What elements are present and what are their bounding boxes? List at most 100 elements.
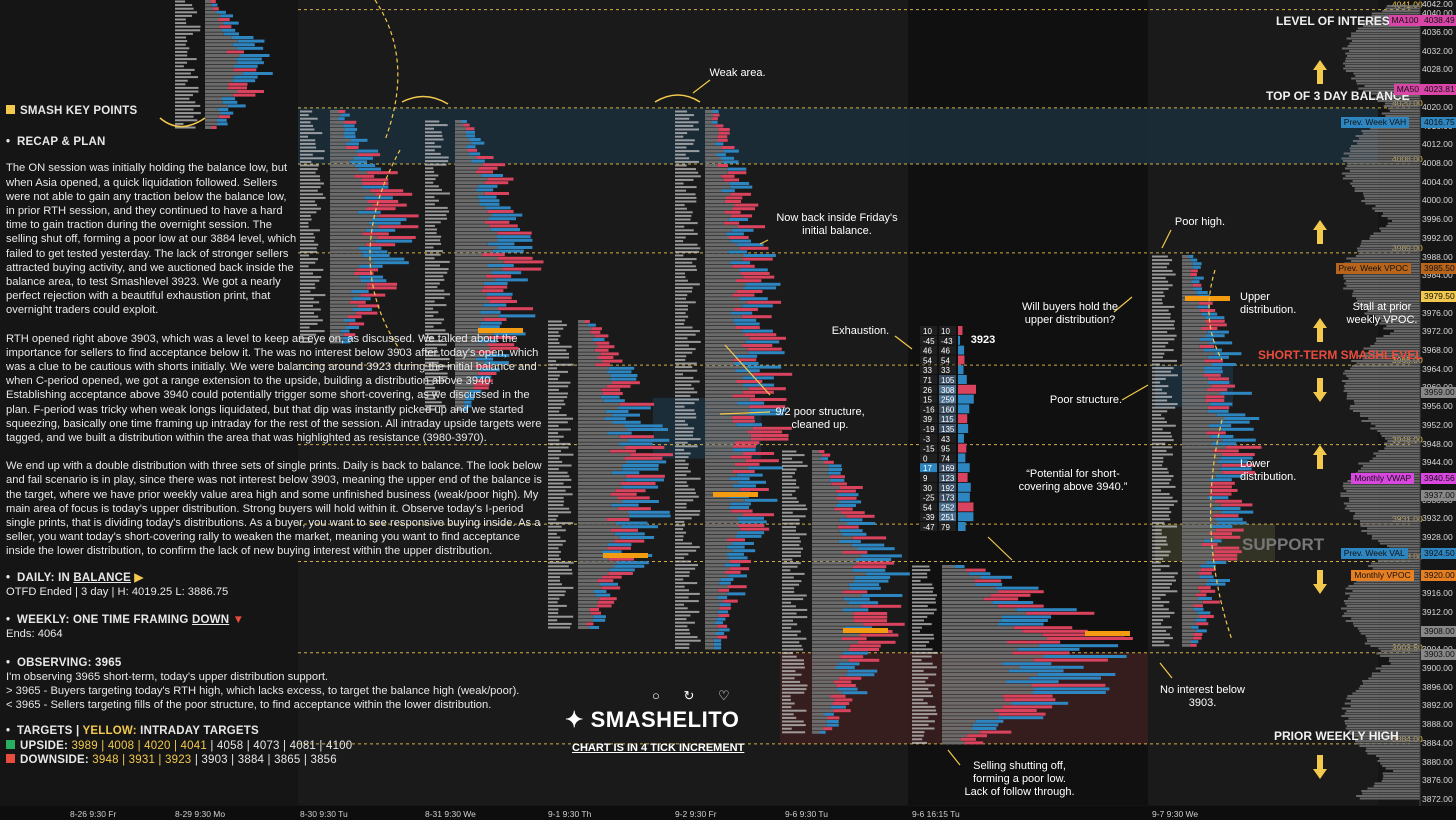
profile-91-volume xyxy=(609,449,636,453)
profile-91-letters xyxy=(548,388,559,391)
price-tick-label: 3872.00 xyxy=(1422,794,1453,804)
profile-831-volume xyxy=(471,159,485,163)
profile-97-volume xyxy=(1222,453,1255,456)
composite-volume xyxy=(1345,592,1420,595)
profile-92-letters xyxy=(675,585,685,588)
profile-overnight-letters xyxy=(912,727,935,730)
composite-volume xyxy=(1346,697,1420,700)
composite-volume xyxy=(1361,240,1420,242)
composite-volume xyxy=(1351,260,1420,262)
profile-97-letters xyxy=(1152,316,1171,319)
profile-91-volume xyxy=(595,363,611,367)
profile-830-volume xyxy=(378,214,419,218)
profile-97-volume xyxy=(1213,546,1240,550)
profile-overnight-tpo xyxy=(942,676,1030,680)
profile-831-volume xyxy=(485,274,512,278)
profile-92-letters xyxy=(675,441,688,444)
profile-92-letters xyxy=(675,632,691,635)
profile-831-letters xyxy=(425,242,442,245)
composite-volume xyxy=(1354,190,1420,192)
profile-826-letters xyxy=(175,54,188,57)
profile-91-tpo xyxy=(578,485,623,489)
profile-96-letters xyxy=(782,461,803,464)
profile-826-volume xyxy=(237,90,265,93)
profile-826-tpo xyxy=(205,100,223,104)
profile-96-tpo xyxy=(812,507,835,511)
profile-91-letters xyxy=(548,558,561,561)
profile-overnight-tpo xyxy=(942,683,1032,687)
profile-92-tpo xyxy=(705,401,738,405)
pointer-arrow xyxy=(692,79,711,94)
composite-volume xyxy=(1356,142,1420,145)
profile-96-letters xyxy=(782,673,802,676)
composite-volume xyxy=(1364,642,1420,645)
profile-96-tpo xyxy=(812,640,858,644)
ladder-right-value: 46 xyxy=(941,347,950,356)
profile-830-volume xyxy=(372,203,407,207)
profile-97-letters xyxy=(1152,338,1175,341)
price-tick-label: 3884.00 xyxy=(1422,737,1453,748)
profile-96-letters xyxy=(782,565,798,568)
profile-96-tpo xyxy=(812,486,840,489)
profile-92-tpo xyxy=(705,578,721,581)
profile-overnight-letters xyxy=(912,608,937,611)
ladder-volume-bar xyxy=(958,394,974,404)
down-arrow-icon xyxy=(1313,570,1327,594)
profile-91-volume xyxy=(600,352,619,356)
profile-92-volume xyxy=(736,473,763,477)
profile-831-volume xyxy=(497,238,533,242)
profile-92-tpo xyxy=(705,520,739,524)
composite-volume xyxy=(1346,165,1420,167)
profile-92-letters xyxy=(675,193,696,196)
profile-97-letters xyxy=(1152,280,1169,283)
profile-91-tpo xyxy=(578,449,610,453)
profile-91-tpo xyxy=(578,608,590,611)
profile-92-letters xyxy=(675,614,691,617)
profile-92-volume xyxy=(738,225,766,229)
profile-97-volume xyxy=(1212,553,1238,557)
profile-97-tpo xyxy=(1182,528,1216,532)
profile-830-letters xyxy=(300,326,310,329)
profile-96-volume xyxy=(822,453,831,457)
profile-92-volume xyxy=(728,556,748,560)
profile-830-tpo xyxy=(330,257,371,261)
profile-826-tpo xyxy=(205,108,218,111)
profile-92-letters xyxy=(675,348,696,351)
profile-92-tpo xyxy=(705,351,749,355)
composite-volume xyxy=(1373,785,1420,787)
composite-volume xyxy=(1347,45,1420,47)
profile-91-letters xyxy=(548,403,566,406)
profile-92-letters xyxy=(675,200,697,203)
profile-96-volume xyxy=(830,705,846,709)
profile-97-letters xyxy=(1152,467,1168,470)
profile-91-volume xyxy=(611,528,639,532)
profile-97-tpo xyxy=(1182,276,1194,280)
composite-volume xyxy=(1370,345,1420,347)
profile-97-letters xyxy=(1152,626,1172,629)
ladder-right-value: 135 xyxy=(941,425,955,434)
profile-830-volume xyxy=(361,250,388,254)
date-tick-label: 9-6 9:30 Tu xyxy=(785,809,829,819)
profile-92-letters xyxy=(675,384,692,387)
profile-96-tpo xyxy=(812,716,828,720)
profile-92-volume xyxy=(712,117,718,121)
profile-97-letters xyxy=(1152,374,1178,377)
composite-volume xyxy=(1372,207,1420,210)
composite-volume xyxy=(1380,670,1420,672)
profile-831-tpo xyxy=(455,188,477,192)
profile-831-letters xyxy=(425,210,450,213)
composite-volume xyxy=(1353,400,1420,402)
profile-92-tpo xyxy=(705,178,724,182)
profile-830-tpo xyxy=(330,131,344,135)
profile-97-tpo xyxy=(1182,309,1201,312)
profile-97-volume xyxy=(1208,579,1230,582)
profile-92-letters xyxy=(675,333,696,336)
profile-96-volume xyxy=(837,687,858,691)
profile-91-letters xyxy=(548,385,569,388)
profile-830-letters xyxy=(300,222,309,225)
profile-92-tpo xyxy=(705,588,719,592)
profile-92-volume xyxy=(746,365,782,369)
profile-831-letters xyxy=(425,268,449,271)
profile-97-letters xyxy=(1152,439,1174,442)
profile-96-volume xyxy=(845,626,873,630)
